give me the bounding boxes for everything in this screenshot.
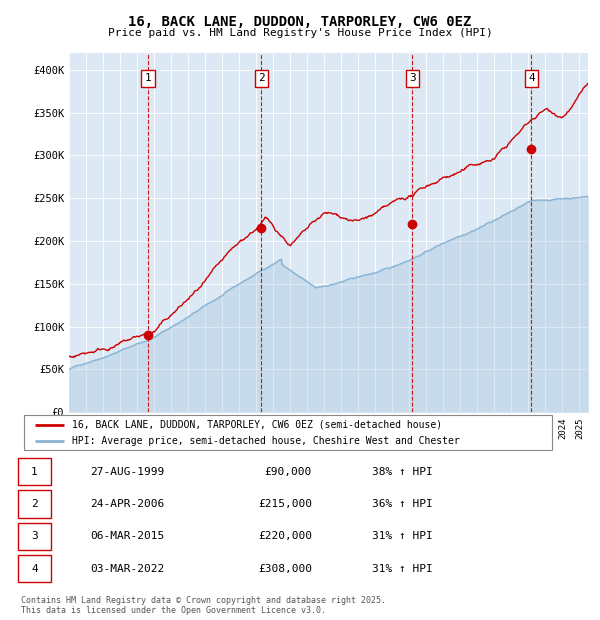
Text: £215,000: £215,000	[258, 499, 312, 509]
Text: 06-MAR-2015: 06-MAR-2015	[90, 531, 164, 541]
Text: 27-AUG-1999: 27-AUG-1999	[90, 467, 164, 477]
Text: 31% ↑ HPI: 31% ↑ HPI	[372, 564, 433, 574]
Text: 4: 4	[31, 564, 38, 574]
Text: 24-APR-2006: 24-APR-2006	[90, 499, 164, 509]
Text: £308,000: £308,000	[258, 564, 312, 574]
Text: 38% ↑ HPI: 38% ↑ HPI	[372, 467, 433, 477]
Text: Price paid vs. HM Land Registry's House Price Index (HPI): Price paid vs. HM Land Registry's House …	[107, 28, 493, 38]
Text: 16, BACK LANE, DUDDON, TARPORLEY, CW6 0EZ (semi-detached house): 16, BACK LANE, DUDDON, TARPORLEY, CW6 0E…	[71, 420, 442, 430]
Text: 03-MAR-2022: 03-MAR-2022	[90, 564, 164, 574]
Text: 1: 1	[145, 73, 152, 83]
Text: 31% ↑ HPI: 31% ↑ HPI	[372, 531, 433, 541]
Text: HPI: Average price, semi-detached house, Cheshire West and Chester: HPI: Average price, semi-detached house,…	[71, 436, 459, 446]
Text: 16, BACK LANE, DUDDON, TARPORLEY, CW6 0EZ: 16, BACK LANE, DUDDON, TARPORLEY, CW6 0E…	[128, 16, 472, 30]
Text: 3: 3	[409, 73, 416, 83]
Text: 3: 3	[31, 531, 38, 541]
Text: 4: 4	[528, 73, 535, 83]
Text: 1: 1	[31, 467, 38, 477]
Text: 2: 2	[258, 73, 265, 83]
Text: £220,000: £220,000	[258, 531, 312, 541]
Text: 36% ↑ HPI: 36% ↑ HPI	[372, 499, 433, 509]
Text: £90,000: £90,000	[265, 467, 312, 477]
Text: 2: 2	[31, 499, 38, 509]
Text: Contains HM Land Registry data © Crown copyright and database right 2025.
This d: Contains HM Land Registry data © Crown c…	[21, 596, 386, 615]
